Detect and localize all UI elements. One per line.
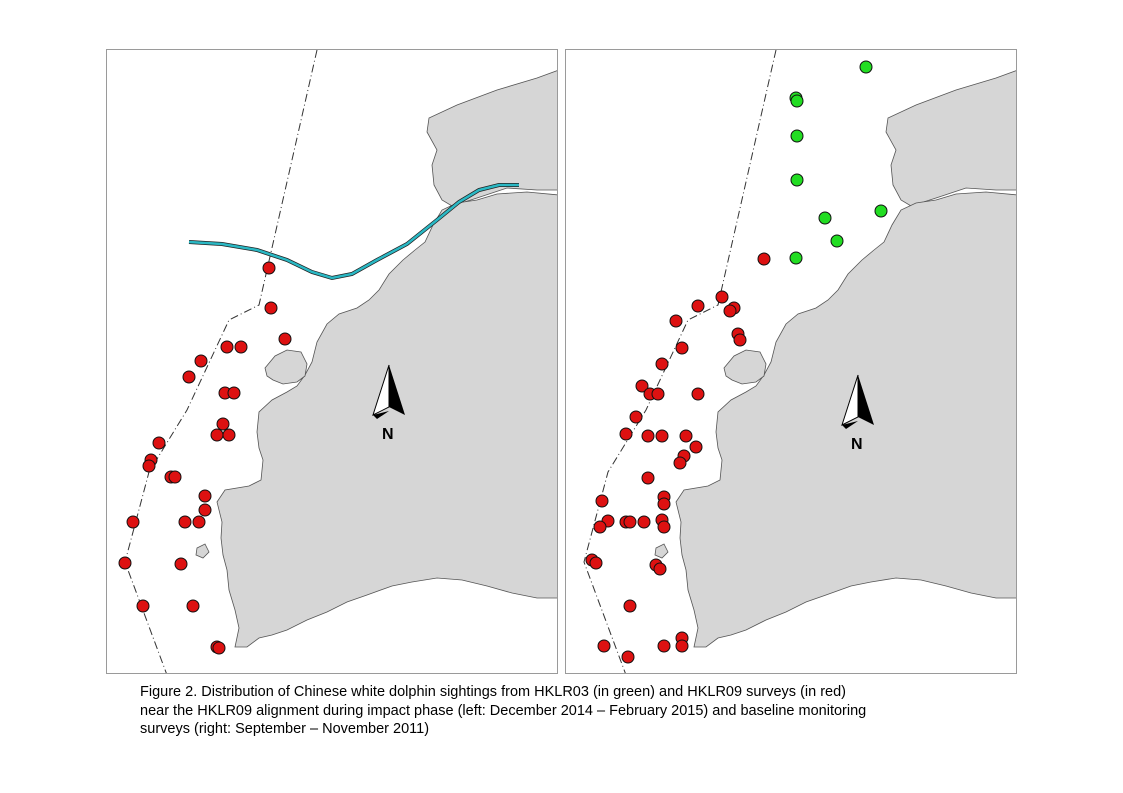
dolphin-sighting-marker — [655, 357, 669, 371]
figure-caption: Figure 2. Distribution of Chinese white … — [140, 683, 970, 739]
dolphin-sighting-marker — [262, 261, 276, 275]
dolphin-sighting-marker — [278, 332, 292, 346]
caption-line: near the HKLR09 alignment during impact … — [140, 702, 867, 719]
dolphin-sighting-marker — [623, 599, 637, 613]
dolphin-sighting-marker — [757, 252, 771, 266]
dolphin-sighting-marker — [174, 557, 188, 571]
map-canvas-right: N — [583, 50, 1016, 673]
dolphin-sighting-marker — [874, 204, 888, 218]
dolphin-sighting-marker — [168, 470, 182, 484]
caption-line: surveys (right: September – November 201… — [140, 721, 430, 737]
dolphin-sighting-marker — [152, 436, 166, 450]
dolphin-sighting-marker — [216, 417, 230, 431]
dolphin-sighting-marker — [790, 173, 804, 187]
dolphin-sighting-marker — [653, 562, 667, 576]
dolphin-sighting-marker — [789, 251, 803, 265]
dolphin-sighting-marker — [589, 556, 603, 570]
map-panel-impact: N — [106, 49, 558, 674]
dolphin-sighting-marker — [597, 639, 611, 653]
islet — [195, 543, 210, 559]
dolphin-sighting-marker — [723, 304, 737, 318]
dolphin-sighting-marker — [136, 599, 150, 613]
southern-landmass — [216, 191, 557, 648]
sightings-layer-right — [585, 60, 888, 664]
islet — [654, 543, 669, 559]
dolphin-sighting-marker — [691, 299, 705, 313]
dolphin-sighting-marker — [657, 639, 671, 653]
north-arrow-icon: N — [372, 364, 405, 443]
dolphin-sighting-marker — [651, 387, 665, 401]
dolphin-sighting-marker — [635, 379, 649, 393]
north-label: N — [382, 426, 394, 443]
dolphin-sighting-marker — [641, 429, 655, 443]
dolphin-sighting-marker — [733, 333, 747, 347]
dolphin-sighting-marker — [655, 429, 669, 443]
dolphin-sighting-marker — [629, 410, 643, 424]
dolphin-sighting-marker — [212, 641, 226, 655]
caption-line: Figure 2. Distribution of Chinese white … — [140, 684, 847, 700]
dolphin-sighting-marker — [264, 301, 278, 315]
dolphin-sighting-marker — [178, 515, 192, 529]
dolphin-sighting-marker — [859, 60, 873, 74]
northern-landmass — [885, 70, 1016, 207]
dolphin-sighting-marker — [830, 234, 844, 248]
dolphin-sighting-marker — [790, 94, 804, 108]
dolphin-sighting-marker — [637, 515, 651, 529]
dolphin-sighting-marker — [679, 429, 693, 443]
dolphin-sighting-marker — [669, 314, 683, 328]
island — [723, 349, 767, 385]
dolphin-sighting-marker — [234, 340, 248, 354]
dolphin-sighting-marker — [715, 290, 729, 304]
dolphin-sighting-marker — [675, 341, 689, 355]
hklr09-alignment-fill — [188, 183, 519, 280]
north-label: N — [851, 436, 863, 453]
dolphin-sighting-marker — [657, 497, 671, 511]
dolphin-sighting-marker — [641, 471, 655, 485]
dolphin-sighting-marker — [118, 556, 132, 570]
dolphin-sighting-marker — [673, 456, 687, 470]
dolphin-sighting-marker — [818, 211, 832, 225]
dolphin-sighting-marker — [192, 515, 206, 529]
dolphin-sighting-marker — [657, 520, 671, 534]
sightings-layer-left — [118, 261, 292, 655]
dolphin-sighting-marker — [182, 370, 196, 384]
dolphin-sighting-marker — [198, 503, 212, 517]
dolphin-sighting-marker — [194, 354, 208, 368]
northern-landmass — [426, 70, 557, 207]
dolphin-sighting-marker — [691, 387, 705, 401]
dolphin-sighting-marker — [621, 650, 635, 664]
dolphin-sighting-marker — [623, 515, 637, 529]
dolphin-sighting-marker — [142, 459, 156, 473]
dolphin-sighting-marker — [675, 639, 689, 653]
dolphin-sighting-marker — [198, 489, 212, 503]
dolphin-sighting-marker — [689, 440, 703, 454]
dolphin-sighting-marker — [227, 386, 241, 400]
dolphin-sighting-marker — [210, 428, 224, 442]
island — [264, 349, 308, 385]
dolphin-sighting-marker — [790, 129, 804, 143]
map-panel-baseline: N — [565, 49, 1017, 674]
dolphin-sighting-marker — [220, 340, 234, 354]
boundary-line — [583, 50, 777, 673]
dolphin-sighting-marker — [593, 520, 607, 534]
dolphin-sighting-marker — [126, 515, 140, 529]
dolphin-sighting-marker — [619, 427, 633, 441]
dolphin-sighting-marker — [222, 428, 236, 442]
north-arrow-icon: N — [841, 374, 874, 453]
dolphin-sighting-marker — [595, 494, 609, 508]
map-canvas-left: N — [118, 50, 557, 673]
dolphin-sighting-marker — [186, 599, 200, 613]
